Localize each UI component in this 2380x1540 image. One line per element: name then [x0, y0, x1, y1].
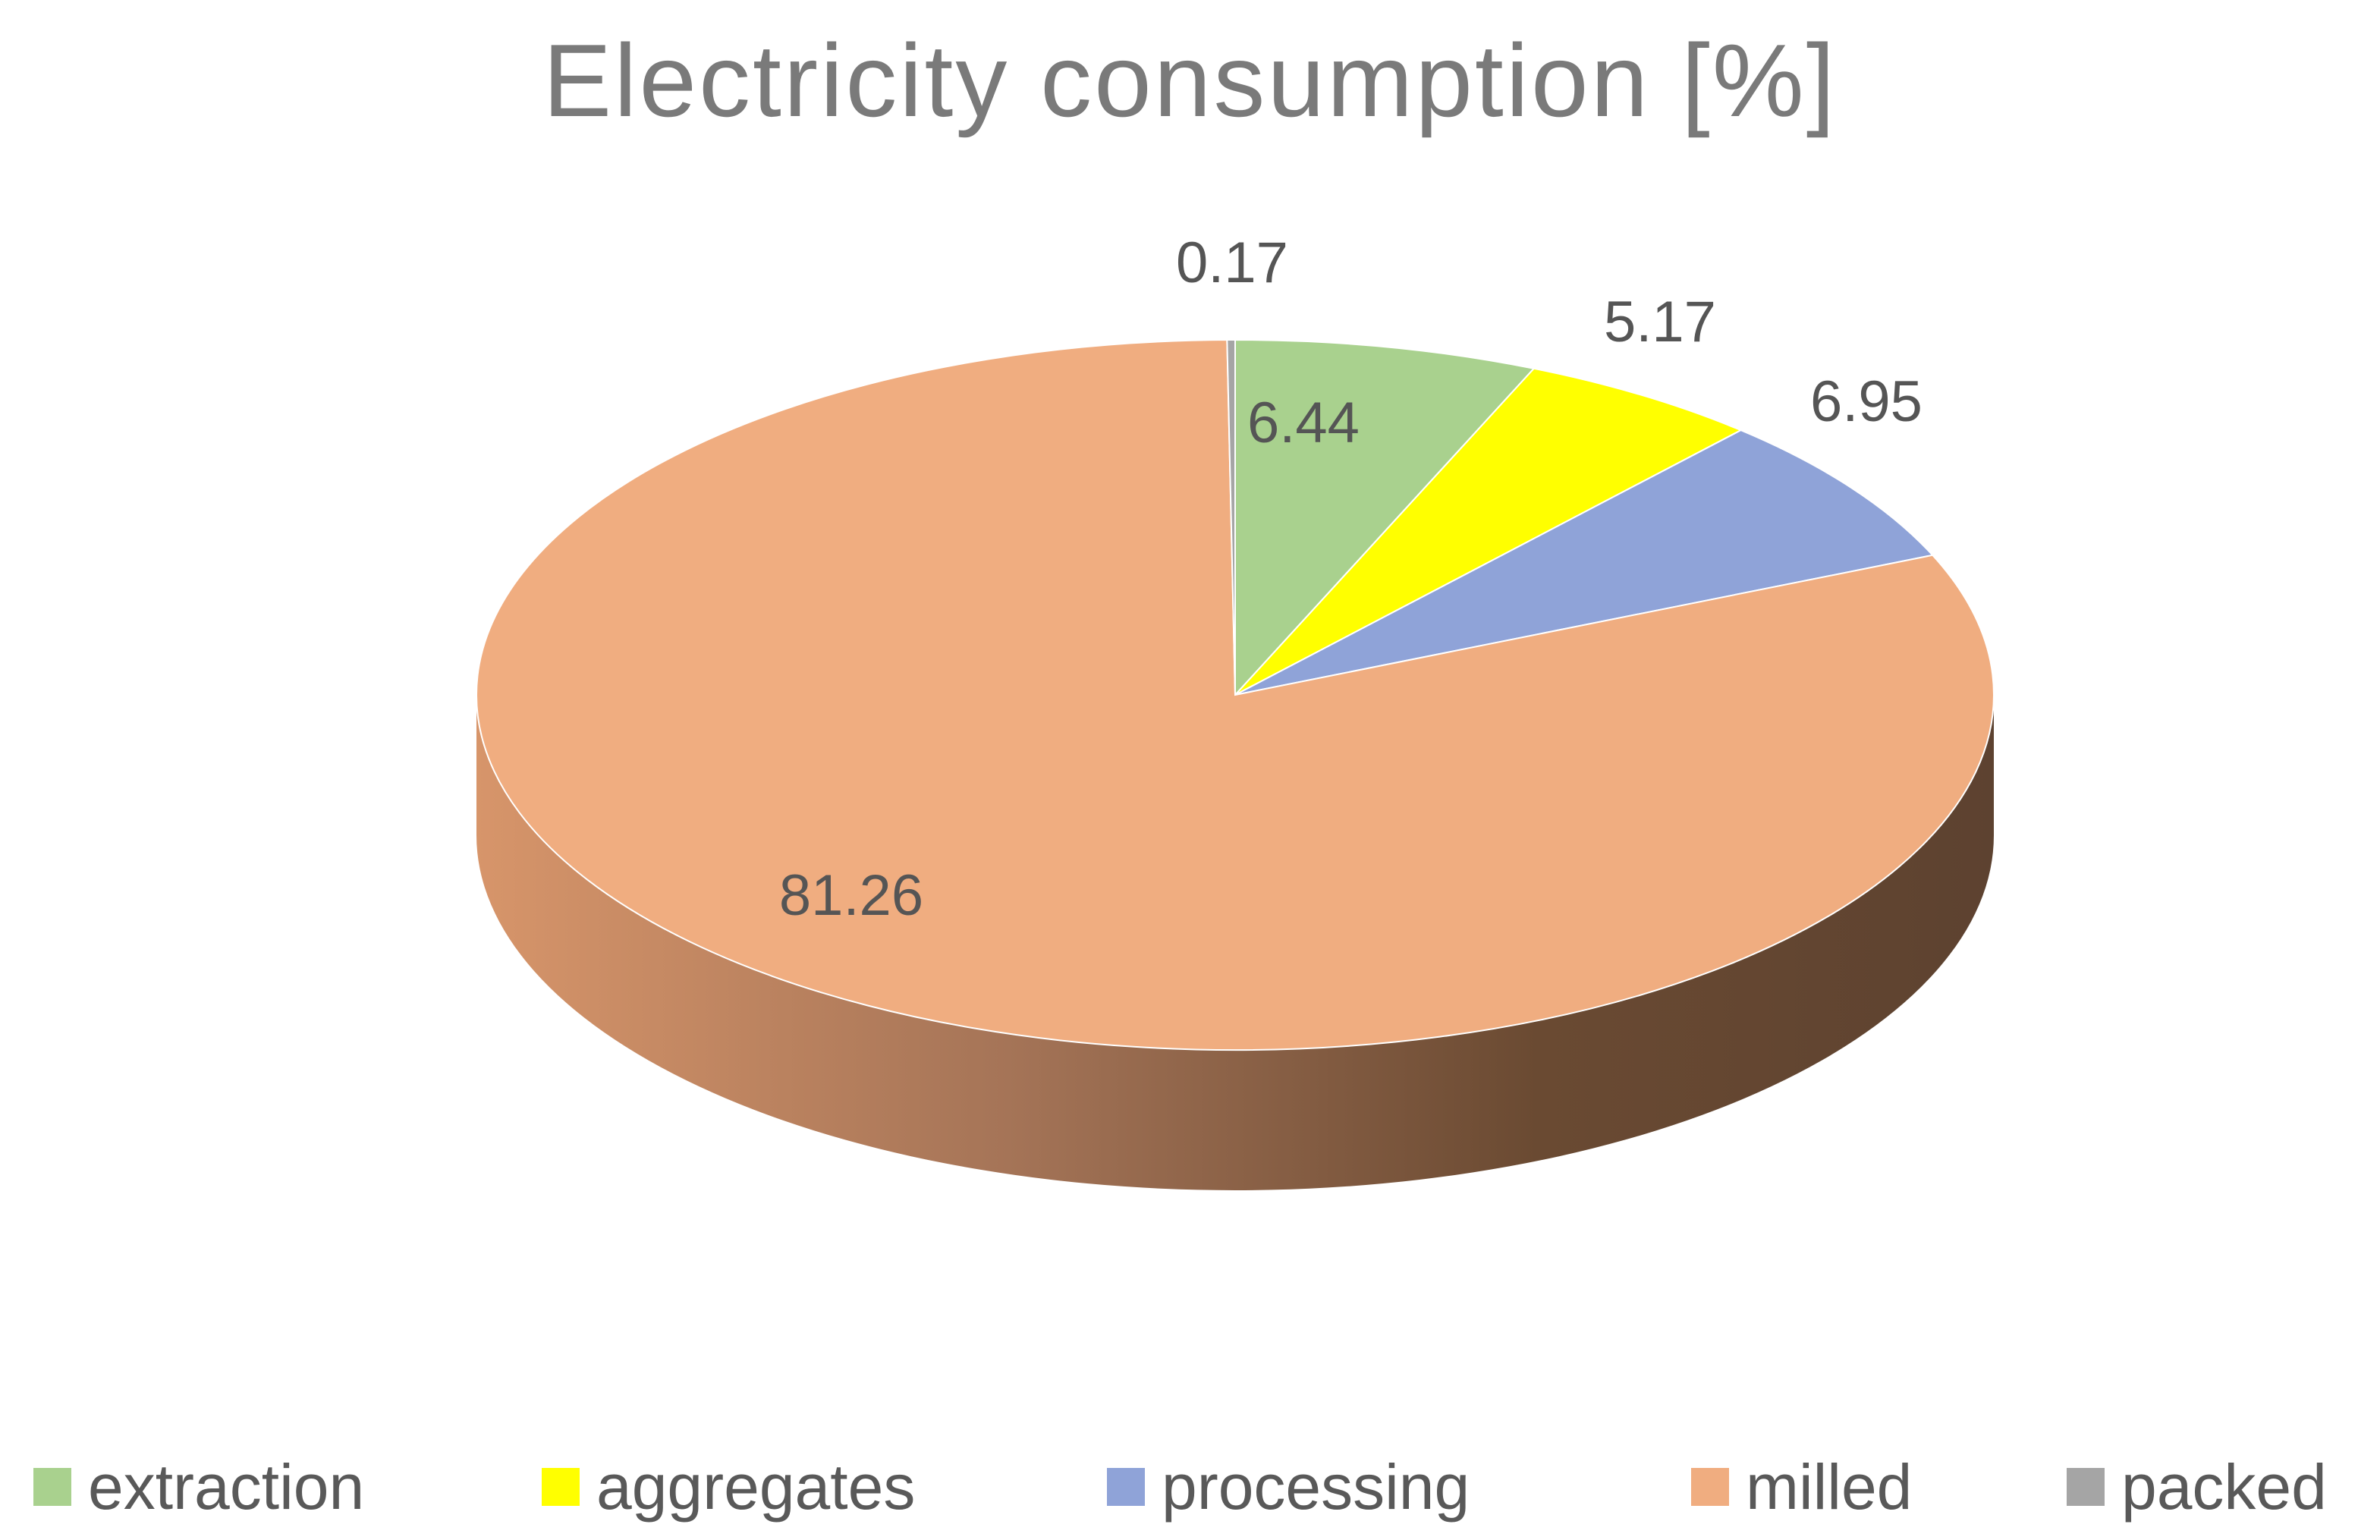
- pie-side-wall: [476, 695, 1994, 1190]
- data-label-processing: 6.95: [1810, 369, 1923, 434]
- chart-title: Electricity consumption [%]: [542, 23, 1838, 138]
- legend-swatch-aggregates: [542, 1468, 580, 1506]
- legend-item-aggregates: aggregates: [542, 1441, 915, 1532]
- legend-item-processing: processing: [1107, 1441, 1470, 1532]
- legend-label: milled: [1746, 1450, 1913, 1523]
- legend-label: aggregates: [596, 1450, 916, 1523]
- pie-slice-packed: [1226, 338, 1236, 696]
- legend-item-packed: packed: [2067, 1441, 2327, 1532]
- legend: extraction aggregates processing milled pack…: [33, 1441, 2370, 1532]
- legend-swatch-extraction: [33, 1468, 71, 1506]
- legend-label: processing: [1162, 1450, 1470, 1523]
- legend-item-extraction: extraction: [33, 1441, 364, 1532]
- legend-label: extraction: [88, 1450, 365, 1523]
- data-label-milled: 81.26: [779, 863, 923, 928]
- pie-slice-extraction: [1234, 338, 1536, 697]
- legend-swatch-milled: [1691, 1468, 1729, 1506]
- legend-item-milled: milled: [1691, 1441, 1912, 1532]
- data-label-packed: 0.17: [1176, 231, 1288, 295]
- legend-swatch-packed: [2067, 1468, 2105, 1506]
- data-label-aggregates: 5.17: [1604, 290, 1716, 354]
- legend-label: packed: [2121, 1450, 2327, 1523]
- pie-slice-aggregates: [1234, 367, 1743, 696]
- legend-swatch-processing: [1107, 1468, 1145, 1506]
- pie-slice-milled: [476, 339, 1995, 1051]
- pie-slice-processing: [1234, 429, 1935, 696]
- data-label-extraction: 6.44: [1247, 391, 1360, 455]
